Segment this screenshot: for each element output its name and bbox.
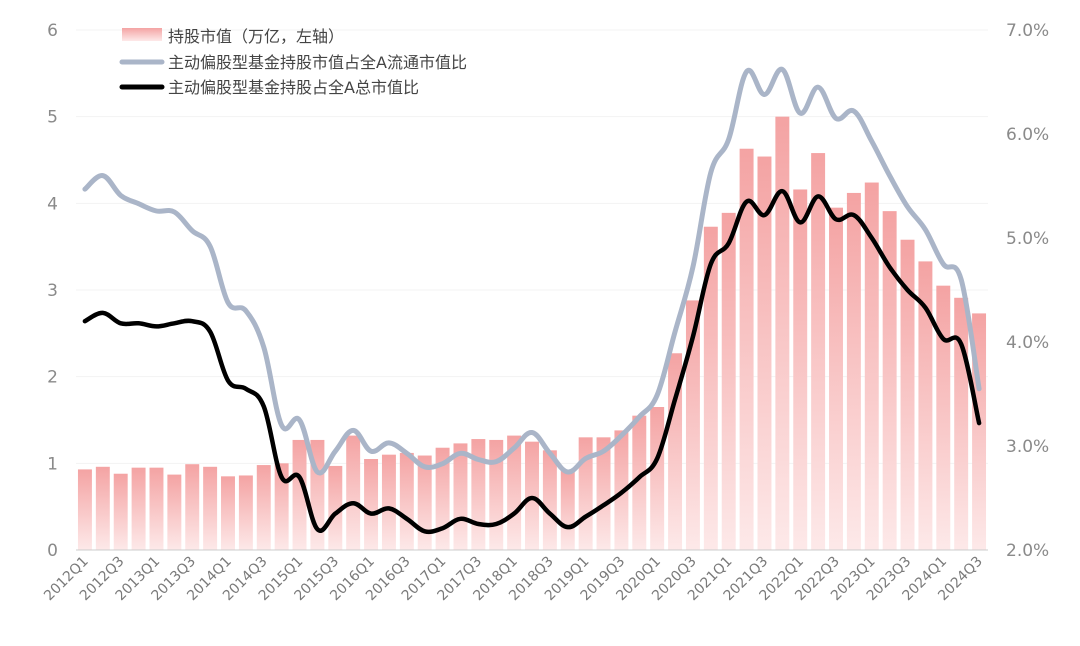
bar bbox=[882, 211, 897, 550]
legend-label: 持股市值（万亿，左轴） bbox=[168, 27, 344, 46]
bar bbox=[238, 475, 253, 550]
bar bbox=[399, 452, 414, 550]
bar bbox=[167, 474, 182, 550]
bar bbox=[632, 415, 647, 550]
bar bbox=[721, 212, 736, 550]
bar bbox=[346, 435, 361, 550]
bar bbox=[739, 148, 754, 550]
bar bbox=[668, 353, 683, 550]
bar bbox=[364, 459, 379, 550]
bar bbox=[328, 465, 343, 550]
y-left-tick-label: 4 bbox=[47, 194, 58, 214]
y-right-tick-label: 6.0% bbox=[1006, 125, 1049, 145]
bar bbox=[811, 153, 826, 551]
y-right-tick-label: 3.0% bbox=[1006, 437, 1049, 457]
bar bbox=[185, 464, 200, 550]
bar bbox=[918, 261, 933, 550]
line-float-share bbox=[82, 66, 982, 476]
y-right-tick-label: 2.0% bbox=[1006, 541, 1049, 561]
bar bbox=[560, 470, 575, 550]
bar bbox=[149, 467, 164, 550]
y-right-tick-label: 4.0% bbox=[1006, 333, 1049, 353]
bar bbox=[793, 189, 808, 550]
y-left-tick-label: 2 bbox=[47, 368, 58, 388]
bar bbox=[203, 466, 218, 550]
y-right-tick-label: 5.0% bbox=[1006, 229, 1049, 249]
y-left-tick-label: 3 bbox=[47, 281, 58, 301]
bar bbox=[775, 116, 790, 551]
bar bbox=[221, 476, 235, 550]
bar bbox=[900, 239, 915, 550]
line-series bbox=[82, 66, 982, 535]
bar bbox=[274, 463, 289, 550]
bar bbox=[131, 467, 146, 550]
bar bbox=[829, 207, 843, 550]
bar bbox=[292, 439, 307, 550]
bar bbox=[542, 450, 557, 550]
bar bbox=[846, 192, 861, 550]
legend-label: 主动偏股型基金持股市值占全A流通市值比 bbox=[168, 53, 467, 72]
bar bbox=[381, 454, 396, 550]
bar bbox=[936, 285, 951, 550]
bar bbox=[757, 156, 772, 551]
bar bbox=[596, 437, 611, 550]
y-left-tick-label: 5 bbox=[47, 108, 58, 128]
bar bbox=[113, 473, 128, 550]
bar bbox=[507, 435, 522, 550]
bar-series bbox=[77, 116, 987, 551]
bar bbox=[703, 226, 718, 550]
legend-bar-swatch bbox=[122, 28, 162, 41]
y-right-tick-label: 7.0% bbox=[1006, 21, 1049, 41]
legend-label: 主动偏股型基金持股占全A总市值比 bbox=[168, 78, 419, 97]
y-left-tick-label: 1 bbox=[47, 454, 58, 474]
bar bbox=[77, 469, 92, 550]
bar bbox=[650, 407, 665, 550]
legend: 持股市值（万亿，左轴） 主动偏股型基金持股市值占全A流通市值比主动偏股型基金持股占… bbox=[119, 27, 467, 97]
y-left-tick-label: 0 bbox=[47, 541, 58, 561]
bar bbox=[685, 300, 700, 550]
bar bbox=[417, 455, 432, 550]
bar bbox=[453, 443, 468, 550]
bar bbox=[864, 182, 879, 551]
y-left-tick-label: 6 bbox=[47, 21, 58, 41]
bar bbox=[256, 465, 271, 550]
line-total-share bbox=[82, 188, 982, 535]
bar bbox=[95, 466, 110, 550]
